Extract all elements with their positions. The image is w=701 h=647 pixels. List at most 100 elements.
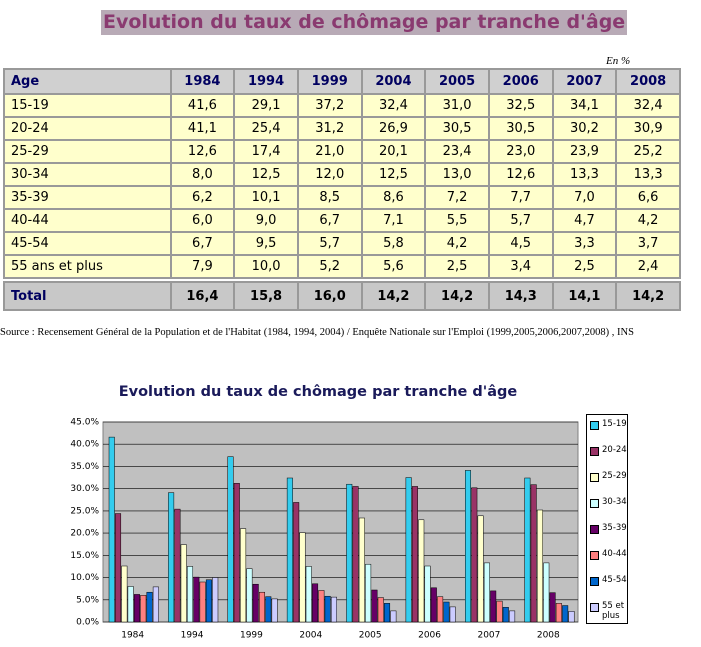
- table-cell: 2006: [487, 68, 554, 95]
- bar: [233, 483, 240, 623]
- table-cell: 15,8: [233, 281, 299, 311]
- legend-label: 30-34: [602, 497, 627, 507]
- y-tick-label: 5.0%: [76, 595, 99, 605]
- bar: [299, 532, 306, 623]
- table-cell: 3,3: [551, 231, 618, 256]
- legend-label: 40-44: [602, 549, 627, 559]
- bar: [108, 436, 115, 623]
- table-cell: 14,2: [360, 281, 427, 311]
- bar: [437, 596, 444, 623]
- bar: [199, 581, 206, 623]
- bar: [365, 563, 372, 623]
- bar: [530, 484, 537, 623]
- data-table: Age 1984 1994 1999 2004 2005 2006 2007 2008 15-19…: [3, 68, 681, 311]
- table-cell: 31,2: [296, 116, 363, 141]
- table-cell: 2,4: [615, 254, 681, 279]
- table-cell: 5,6: [360, 254, 427, 279]
- table-cell: 6,7: [296, 208, 363, 233]
- table-cell: 21,0: [296, 139, 363, 164]
- bar: [187, 566, 194, 623]
- table-cell: 12,0: [296, 162, 363, 187]
- bar: [140, 595, 147, 623]
- table-cell: 41,1: [169, 116, 236, 141]
- table-cell: 14,2: [424, 281, 490, 311]
- x-tick-label: 2005: [359, 631, 382, 641]
- table-cell: 32,5: [487, 93, 554, 118]
- bar: [502, 607, 509, 623]
- x-tick-label: 2007: [477, 631, 500, 641]
- legend-swatch: [590, 525, 599, 534]
- table-cell: 30,9: [615, 116, 681, 141]
- table-row: 20-24 41,1 25,4 31,2 26,9 30,5 30,5 30,2 30,9: [3, 116, 681, 141]
- table-cell: 5,2: [296, 254, 363, 279]
- table-cell: 13,0: [424, 162, 490, 187]
- bar: [352, 486, 359, 623]
- legend-label: 20-24: [602, 445, 627, 455]
- table-cell: 2,5: [551, 254, 618, 279]
- plot-area: [102, 421, 579, 623]
- table-cell: 13,3: [551, 162, 618, 187]
- table-cell: 5,7: [296, 231, 363, 256]
- legend-swatch: [590, 577, 599, 586]
- table-cell: 10,1: [233, 185, 299, 210]
- x-tick-label: 2008: [537, 631, 560, 641]
- table-cell: 4,2: [615, 208, 681, 233]
- bar: [536, 509, 543, 623]
- table-cell: 8,6: [360, 185, 427, 210]
- bar: [293, 502, 300, 623]
- bar: [121, 565, 128, 623]
- table-cell: 4,5: [487, 231, 554, 256]
- bar: [471, 487, 478, 623]
- table-cell: 25,2: [615, 139, 681, 164]
- table-row: Total 16,4 15,8 16,0 14,2 14,2 14,3 14,1 14,2: [3, 281, 681, 311]
- legend-swatch: [590, 499, 599, 508]
- table-cell: 3,4: [487, 254, 554, 279]
- page-title: Evolution du taux de chômage par tranche…: [101, 10, 628, 35]
- table-row: 35-39 6,2 10,1 8,5 8,6 7,2 7,7 7,0 6,6: [3, 185, 681, 210]
- bar: [424, 565, 431, 623]
- x-tick-label: 2004: [299, 631, 322, 641]
- table-cell: 32,4: [360, 93, 427, 118]
- bar: [168, 492, 175, 623]
- bar: [371, 589, 378, 623]
- bar: [212, 577, 219, 623]
- table-row: Age 1984 1994 1999 2004 2005 2006 2007 2008: [3, 68, 681, 95]
- legend-item: 15-19: [587, 419, 627, 445]
- bar: [259, 591, 265, 623]
- bar: [227, 456, 234, 623]
- table-cell: 14,3: [487, 281, 554, 311]
- table-cell: 14,1: [551, 281, 618, 311]
- legend-item: 45-54: [587, 575, 627, 601]
- table-row: 15-19 41,6 29,1 37,2 32,4 31,0 32,5 34,1 32,4: [3, 93, 681, 118]
- bar: [555, 603, 562, 623]
- bar: [384, 603, 391, 623]
- table-cell: 25,4: [233, 116, 299, 141]
- bar: [411, 486, 418, 623]
- table-cell: 14,2: [615, 281, 681, 311]
- table-cell: 8,5: [296, 185, 363, 210]
- table-cell: 7,9: [169, 254, 236, 279]
- table-cell: 4,2: [424, 231, 490, 256]
- table-cell: 9,0: [233, 208, 299, 233]
- table-cell: 6,7: [169, 231, 236, 256]
- legend-swatch: [590, 421, 599, 430]
- table-cell: 30,5: [487, 116, 554, 141]
- table-cell: 12,5: [233, 162, 299, 187]
- bar: [465, 470, 471, 623]
- source-note: Source : Recensement Général de la Popul…: [0, 327, 634, 338]
- legend-label: 15-19: [602, 419, 627, 429]
- bar: [377, 597, 384, 623]
- bar: [562, 605, 569, 623]
- bar: [305, 566, 312, 623]
- bar: [449, 606, 456, 623]
- x-tick-label: 1999: [240, 631, 263, 641]
- table-cell: 5,8: [360, 231, 427, 256]
- bar: [152, 586, 159, 623]
- legend-item: 25-29: [587, 471, 627, 497]
- bar: [115, 513, 122, 623]
- bar: [330, 596, 337, 623]
- table-cell: 32,4: [615, 93, 681, 118]
- table-cell: 1999: [296, 68, 363, 95]
- table-cell: 1984: [169, 68, 236, 95]
